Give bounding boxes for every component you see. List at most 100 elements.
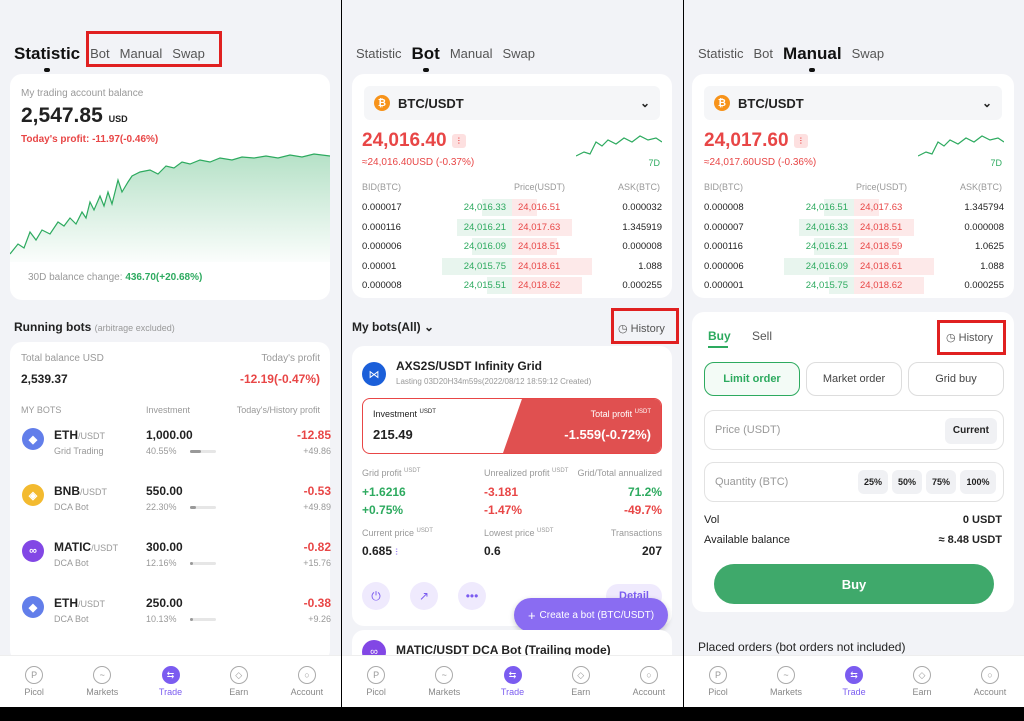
history-button[interactable]: ◷ History <box>618 323 665 335</box>
ask-depth-bar <box>854 199 879 216</box>
nav-account[interactable]: ○ Account <box>615 656 683 707</box>
more-icon[interactable]: ••• <box>458 582 486 610</box>
tab-manual[interactable]: Manual <box>119 46 163 61</box>
bot-row[interactable]: ◈ BNB/USDT DCA Bot 550.00 22.30% -0.53 +49.89 <box>10 474 331 530</box>
available-label: Available balance <box>704 534 791 546</box>
nav-account[interactable]: ○ Account <box>273 656 341 707</box>
orderbook-row[interactable]: 0.000008 24,016.51 24,017.63 1.345794 <box>704 198 1004 217</box>
tab-swap[interactable]: Swap <box>172 46 205 61</box>
price-sub: ≈24,016.40USD (-0.37%) <box>362 157 475 168</box>
tab-manual[interactable]: Manual <box>783 44 842 72</box>
period: 7D <box>648 158 660 168</box>
orderbook-row[interactable]: 0.000116 24,016.21 24,017.63 1.345919 <box>362 218 662 237</box>
orderbook-row[interactable]: 0.000006 24,016.09 24,018.61 1.088 <box>704 257 1004 276</box>
bitcoin-icon: ₿ <box>714 95 730 111</box>
limit-order-button[interactable]: Limit order <box>704 362 800 396</box>
clock-icon: ◷ <box>618 323 628 335</box>
orderbook-row[interactable]: 0.00001 24,015.75 24,018.61 1.088 <box>362 257 662 276</box>
orderbook-row[interactable]: 0.000017 24,016.33 24,016.51 0.000032 <box>362 198 662 217</box>
manual-screen: Statistic Bot Manual Swap ₿ BTC/USDT ⌄ 2… <box>684 0 1024 707</box>
investment-label: Investment USDT <box>373 409 436 419</box>
my-bots-filter[interactable]: My bots(All) ⌄ <box>352 320 435 334</box>
tab-swap[interactable]: Swap <box>851 46 885 61</box>
create-bot-button[interactable]: + Create a bot (BTC/USDT) <box>514 598 668 632</box>
orderbook-row[interactable]: 0.000001 24,015.75 24,018.62 0.000255 <box>704 276 1004 295</box>
tab-statistic[interactable]: Statistic <box>698 46 744 61</box>
bid-depth-bar <box>799 218 854 236</box>
nav-markets[interactable]: ~ Markets <box>752 656 820 707</box>
tab-bot[interactable]: Bot <box>753 46 774 61</box>
markets-icon: ~ <box>435 666 454 684</box>
coin-icon: ◆ <box>22 428 44 450</box>
bot-pair: ETH/USDT <box>54 428 105 442</box>
nav-markets[interactable]: ~ Markets <box>410 656 478 707</box>
ask-depth-bar <box>854 257 934 275</box>
todays-profit-label: Today's profit <box>261 353 320 364</box>
bid-price: 24,016.21 <box>805 241 848 252</box>
market-order-button[interactable]: Market order <box>806 362 902 396</box>
nav-trade[interactable]: ⇆ Trade <box>478 656 546 707</box>
bot-card: ⋈ AXS2S/USDT Infinity Grid Lasting 03D20… <box>352 346 672 626</box>
bot-history-profit: +15.76 <box>303 558 331 568</box>
grid-buy-button[interactable]: Grid buy <box>908 362 1004 396</box>
ask-depth-bar <box>512 277 582 294</box>
nav-earn[interactable]: ◇ Earn <box>888 656 956 707</box>
pct-25-button[interactable]: 25% <box>858 470 888 494</box>
bottom-nav: P Picol ~ Markets ⇆ Trade ◇ Earn ○ Account <box>684 655 1024 707</box>
nav-trade[interactable]: ⇆ Trade <box>136 656 204 707</box>
orderbook-row[interactable]: 0.000116 24,016.21 24,018.59 1.0625 <box>704 237 1004 256</box>
nav-picol[interactable]: P Picol <box>0 656 68 707</box>
ask-price: 24,018.62 <box>860 280 903 291</box>
pct-75-button[interactable]: 75% <box>926 470 956 494</box>
bot-type: Grid Trading <box>54 446 104 456</box>
ask-price: 24,018.51 <box>860 221 903 233</box>
history-button[interactable]: ◷ History <box>946 332 993 344</box>
pair-selector[interactable]: ₿ BTC/USDT ⌄ <box>364 86 660 120</box>
nav-markets[interactable]: ~ Markets <box>68 656 136 707</box>
sell-tab[interactable]: Sell <box>752 329 773 343</box>
orderbook-row[interactable]: 0.000007 24,016.33 24,018.51 0.000008 <box>704 218 1004 237</box>
nav-earn[interactable]: ◇ Earn <box>547 656 615 707</box>
pct-50-button[interactable]: 50% <box>892 470 922 494</box>
bid-depth-bar <box>487 277 512 294</box>
tab-statistic[interactable]: Statistic <box>14 44 81 72</box>
ask-depth-bar <box>512 199 537 216</box>
ask-amount: 1.345794 <box>964 202 1004 213</box>
ask-price: 24,018.61 <box>860 260 903 272</box>
orderbook-row[interactable]: 0.000008 24,015.51 24,018.62 0.000255 <box>362 276 662 295</box>
grid-profit-pct: +0.75% <box>362 503 404 517</box>
bid-price: 24,015.75 <box>463 260 506 272</box>
price: 24,016.40 ⫶ <box>362 130 466 152</box>
orderbook-row[interactable]: 0.000006 24,016.09 24,018.51 0.000008 <box>362 237 662 256</box>
bid-amount: 0.00001 <box>362 260 397 272</box>
tab-swap[interactable]: Swap <box>502 46 536 61</box>
bot-row[interactable]: ∞ MATIC/USDT DCA Bot 300.00 12.16% -0.82 +15.7… <box>10 530 331 586</box>
bot-row[interactable]: ◆ ETH/USDT DCA Bot 250.00 10.13% -0.38 +9.26 <box>10 586 331 642</box>
lowest-price-label: Lowest price USDT <box>484 528 554 538</box>
buy-button[interactable]: Buy <box>714 564 994 604</box>
share-icon[interactable]: ↗ <box>410 582 438 610</box>
tab-manual[interactable]: Manual <box>449 46 493 61</box>
nav-picol[interactable]: P Picol <box>684 656 752 707</box>
nav-earn[interactable]: ◇ Earn <box>205 656 273 707</box>
power-icon[interactable]: ⏻ <box>362 582 390 610</box>
tab-bot[interactable]: Bot <box>411 44 440 72</box>
tab-bot[interactable]: Bot <box>90 46 110 61</box>
ask-depth-bar <box>854 277 924 294</box>
bot-row[interactable]: ◆ ETH/USDT Grid Trading 1,000.00 40.55% -12.8… <box>10 418 331 474</box>
orderbook-header: BID(BTC) Price(USDT) ASK(BTC) <box>704 182 1002 192</box>
nav-trade[interactable]: ⇆ Trade <box>820 656 888 707</box>
account-icon: ○ <box>639 666 658 684</box>
tab-statistic[interactable]: Statistic <box>356 46 402 61</box>
quantity-input[interactable]: Quantity (BTC) <box>704 462 1004 502</box>
nav-picol[interactable]: P Picol <box>342 656 410 707</box>
bot-today-profit: -0.82 <box>303 540 331 554</box>
nav-account[interactable]: ○ Account <box>956 656 1024 707</box>
ask-depth-bar <box>512 238 557 255</box>
pct-100-button[interactable]: 100% <box>960 470 996 494</box>
pair-selector[interactable]: ₿ BTC/USDT ⌄ <box>704 86 1002 120</box>
price-input[interactable]: Price (USDT) Current <box>704 410 1004 450</box>
current-price-button[interactable]: Current <box>944 418 997 444</box>
buy-tab[interactable]: Buy <box>708 329 731 343</box>
bot-share: 12.16% <box>146 558 177 568</box>
